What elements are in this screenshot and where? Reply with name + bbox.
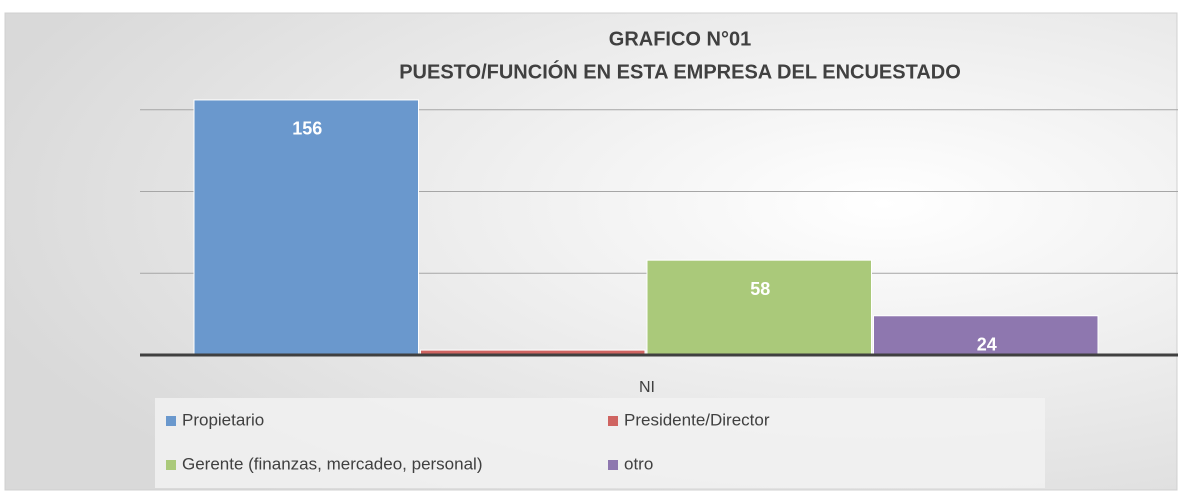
x-tick-label: NI (639, 379, 655, 396)
legend-label: Presidente/Director (624, 410, 770, 429)
data-label: 156 (292, 119, 322, 139)
data-label: 24 (977, 335, 997, 355)
chart-subtitle: PUESTO/FUNCIÓN EN ESTA EMPRESA DEL ENCUE… (399, 59, 961, 83)
legend-swatch (608, 460, 618, 470)
data-label: 58 (750, 279, 770, 299)
legend-swatch (166, 416, 176, 426)
legend-swatch (166, 460, 176, 470)
legend-background (155, 398, 1045, 488)
bar (646, 259, 872, 356)
legend-swatch (608, 416, 618, 426)
chart-title: GRAFICO N°01 (609, 28, 751, 50)
legend-label: Gerente (finanzas, mercadeo, personal) (182, 454, 483, 473)
legend-label: Propietario (182, 410, 264, 429)
legend-label: otro (624, 454, 653, 473)
bar (873, 315, 1099, 356)
